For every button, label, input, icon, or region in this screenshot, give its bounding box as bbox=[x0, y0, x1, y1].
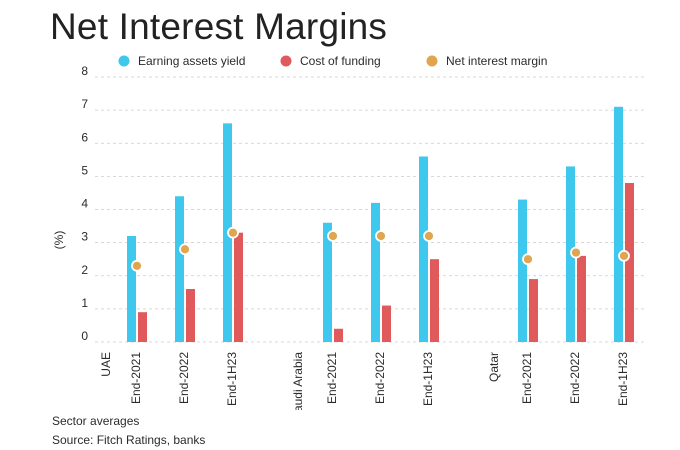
group-label: Qatar bbox=[487, 352, 501, 382]
group-label: Saudi Arabia bbox=[291, 352, 305, 410]
y-tick-label: 5 bbox=[81, 163, 88, 177]
bar-cost-of-funding bbox=[529, 279, 538, 342]
legend-label: Earning assets yield bbox=[138, 54, 245, 68]
dot-net-interest-margin bbox=[227, 226, 239, 239]
y-tick-label: 7 bbox=[81, 97, 88, 111]
y-tick-label: 2 bbox=[81, 263, 88, 277]
chart-title: Net Interest Margins bbox=[50, 6, 388, 47]
bar-cost-of-funding bbox=[382, 305, 391, 342]
y-tick-label: 6 bbox=[81, 130, 88, 144]
footnote: Sector averages Source: Fitch Ratings, b… bbox=[52, 412, 205, 450]
bar-earning-assets-yield bbox=[614, 106, 623, 342]
bar-earning-assets-yield bbox=[127, 236, 136, 342]
y-tick-label: 8 bbox=[81, 64, 88, 78]
bar-earning-assets-yield bbox=[518, 199, 527, 342]
bar-cost-of-funding bbox=[334, 328, 343, 342]
y-tick-label: 0 bbox=[81, 329, 88, 343]
bar-earning-assets-yield bbox=[175, 196, 184, 342]
footnote-note: Sector averages bbox=[52, 414, 140, 428]
net-interest-margins-chart: 0 1 2 3 4 5 6 7 8 (%) Earning assets yield Cost of … bbox=[52, 54, 645, 410]
bar-cost-of-funding bbox=[186, 289, 195, 342]
category-label: End-1H23 bbox=[616, 352, 630, 406]
bar-cost-of-funding bbox=[577, 255, 586, 342]
group-label: UAE bbox=[99, 352, 113, 377]
bar-cost-of-funding bbox=[234, 232, 243, 342]
dot-net-interest-margin bbox=[522, 253, 534, 266]
dot-net-interest-margin bbox=[131, 259, 143, 272]
y-tick-label: 4 bbox=[81, 197, 88, 211]
dot-net-interest-margin bbox=[570, 246, 582, 259]
category-label: End-1H23 bbox=[225, 352, 239, 406]
legend-swatch bbox=[426, 55, 438, 67]
category-label: End-2022 bbox=[177, 352, 191, 404]
y-axis-label: (%) bbox=[52, 231, 66, 250]
footnote-source: Source: Fitch Ratings, banks bbox=[52, 433, 206, 447]
category-label: End-2021 bbox=[129, 352, 143, 404]
bar-cost-of-funding bbox=[625, 183, 634, 342]
y-tick-label: 1 bbox=[81, 296, 88, 310]
bar-cost-of-funding bbox=[430, 259, 439, 342]
category-label: End-2021 bbox=[520, 352, 534, 404]
dot-net-interest-margin bbox=[618, 249, 630, 262]
category-label: End-2022 bbox=[568, 352, 582, 404]
dot-net-interest-margin bbox=[375, 230, 387, 242]
bar-cost-of-funding bbox=[138, 312, 147, 342]
y-tick-label: 3 bbox=[81, 230, 88, 244]
category-label: End-2021 bbox=[325, 352, 339, 404]
legend-swatch bbox=[280, 55, 292, 67]
legend-swatch bbox=[118, 55, 130, 67]
legend-label: Net interest margin bbox=[446, 54, 547, 68]
bar-earning-assets-yield bbox=[419, 156, 428, 342]
dot-net-interest-margin bbox=[327, 230, 339, 242]
category-label: End-1H23 bbox=[421, 352, 435, 406]
category-label: End-2022 bbox=[373, 352, 387, 404]
dot-net-interest-margin bbox=[423, 230, 435, 242]
dot-net-interest-margin bbox=[179, 243, 191, 256]
bar-earning-assets-yield bbox=[371, 202, 380, 342]
legend-label: Cost of funding bbox=[300, 54, 381, 68]
bar-earning-assets-yield bbox=[323, 222, 332, 342]
